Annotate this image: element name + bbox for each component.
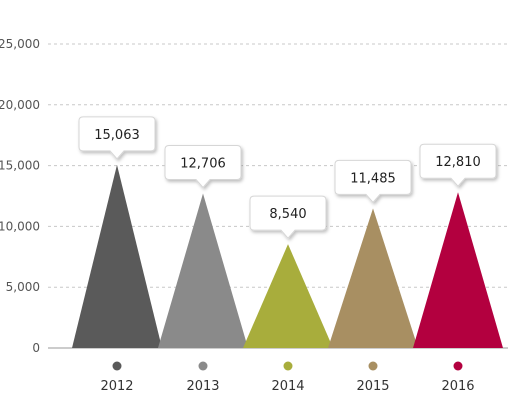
y-tick-label: 5,000 [6, 280, 40, 294]
callout-2015: 11,485 [334, 159, 412, 204]
callout-box [164, 144, 242, 189]
data-label: 15,063 [94, 128, 140, 143]
category-dot [283, 361, 293, 371]
bar-2014 [243, 244, 333, 348]
category-dot [112, 361, 122, 371]
callout-box [78, 116, 156, 160]
x-tick-label: 2014 [271, 379, 304, 394]
y-tick-label: 20,000 [0, 98, 40, 112]
bar-2016 [413, 192, 503, 348]
callout-2013: 12,706 [164, 144, 242, 189]
callout-2014: 8,540 [249, 195, 327, 239]
x-tick-label: 2015 [356, 379, 389, 394]
x-tick-label: 2012 [100, 379, 133, 394]
data-label: 12,706 [180, 156, 226, 171]
category-dot [368, 361, 378, 371]
y-tick-label: 0 [32, 341, 40, 355]
callout-2012: 15,063 [78, 116, 156, 160]
callout-2016: 12,810 [419, 143, 497, 187]
y-axis: 0 5,000 10,000 15,000 20,000 25,000 [0, 37, 40, 355]
data-label: 11,485 [350, 171, 396, 186]
x-axis: 2012 2013 2014 2015 2016 [100, 361, 475, 394]
category-dot [453, 361, 463, 371]
bar-2015 [328, 208, 418, 348]
callout-box [419, 143, 497, 187]
value-callouts: 15,063 12,706 8,540 11,485 12,810 [78, 116, 497, 239]
category-dot [198, 361, 208, 371]
bars [72, 164, 503, 348]
x-tick-label: 2016 [441, 379, 474, 394]
callout-box [249, 195, 327, 239]
bar-2013 [158, 193, 248, 348]
x-tick-label: 2013 [186, 379, 219, 394]
data-label: 8,540 [269, 207, 306, 222]
callout-box [334, 159, 412, 204]
y-tick-label: 10,000 [0, 219, 40, 233]
y-tick-label: 15,000 [0, 159, 40, 173]
y-tick-label: 25,000 [0, 37, 40, 51]
data-label: 12,810 [435, 155, 481, 170]
bar-2012 [72, 164, 162, 348]
